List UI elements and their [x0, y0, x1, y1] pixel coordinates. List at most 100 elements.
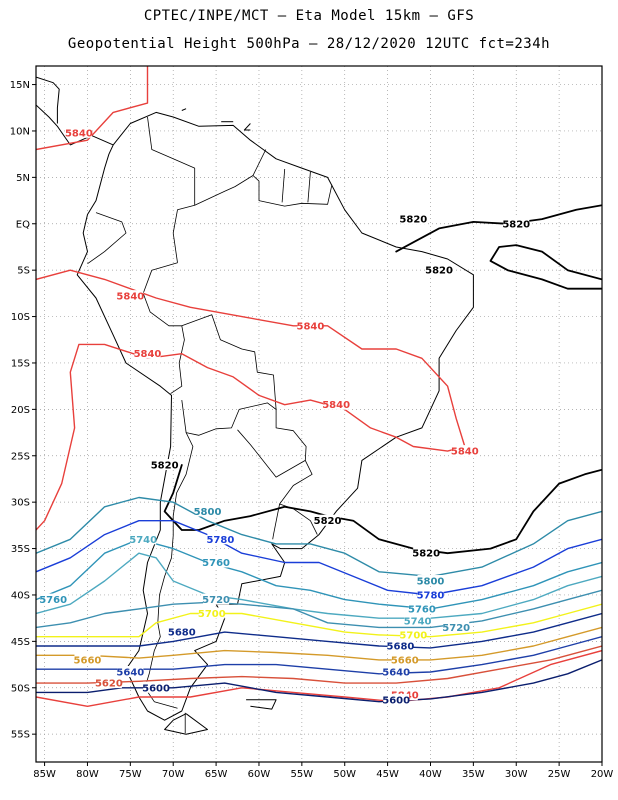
contour-label-backdrop	[417, 575, 444, 587]
lon-tick-label: 55W	[291, 769, 314, 780]
contour-label-5760: 5760	[202, 558, 230, 569]
contour-5720	[36, 589, 602, 629]
country-border	[307, 171, 311, 203]
contour-label-backdrop	[194, 505, 221, 517]
contour-label-5700: 5700	[198, 609, 226, 620]
contour-label-5820: 5820	[399, 215, 427, 226]
lon-tick-label: 40W	[419, 769, 442, 780]
contour-label-5840: 5840	[116, 292, 144, 303]
contour-label-5840: 5840	[134, 349, 162, 360]
contour-label-backdrop	[143, 681, 170, 693]
contour-label-backdrop	[417, 588, 444, 600]
contour-label-backdrop	[400, 213, 427, 225]
contour-label-backdrop	[65, 126, 92, 138]
contour-label-5720: 5720	[442, 623, 470, 634]
lon-tick-label: 50W	[333, 769, 356, 780]
contour-label-5820: 5820	[314, 516, 342, 527]
contour-label-backdrop	[383, 665, 410, 677]
contour-5780	[36, 520, 602, 596]
contour-label-backdrop	[74, 653, 101, 665]
contour-label-backdrop	[503, 217, 530, 229]
contour-label-backdrop	[207, 533, 234, 545]
contour-label-5840: 5840	[322, 400, 350, 411]
contour-label-5780: 5780	[417, 590, 445, 601]
lon-tick-label: 65W	[205, 769, 228, 780]
coastline	[243, 123, 251, 131]
contour-label-5600: 5600	[142, 683, 170, 694]
coastline	[181, 108, 187, 111]
contour-label-5820: 5820	[425, 266, 453, 277]
contour-label-backdrop	[40, 593, 67, 605]
contour-label-backdrop	[198, 607, 225, 619]
contour-label-backdrop	[413, 547, 440, 559]
contour-label-backdrop	[130, 533, 157, 545]
lon-tick-label: 45W	[376, 769, 399, 780]
contour-label-backdrop	[314, 514, 341, 526]
contour-label-5760: 5760	[39, 595, 67, 606]
contour-5740	[36, 552, 602, 619]
contour-label-5840: 5840	[451, 447, 479, 458]
contour-label-5800: 5800	[194, 507, 222, 518]
contour-label-backdrop	[297, 319, 324, 331]
contour-label-backdrop	[323, 398, 350, 410]
lat-tick-label: 20S	[11, 405, 30, 416]
lon-tick-label: 60W	[248, 769, 271, 780]
coastline	[164, 713, 208, 735]
contour-5660	[36, 626, 602, 661]
coastline	[36, 76, 60, 124]
lat-tick-label: 5S	[17, 266, 30, 277]
lat-tick-label: 15N	[10, 80, 30, 91]
contour-label-backdrop	[383, 693, 410, 705]
contour-5800	[36, 496, 602, 578]
lon-tick-label: 20W	[591, 769, 614, 780]
contour-5820	[489, 244, 602, 290]
lon-tick-label: 70W	[162, 769, 185, 780]
contour-label-backdrop	[387, 640, 414, 651]
contour-label-5680: 5680	[387, 642, 415, 653]
coastline	[76, 111, 474, 721]
contour-5820	[395, 204, 602, 253]
contour-label-backdrop	[400, 628, 427, 640]
axis-ticks: 85W 80W 75W 70W 65W 60W 55W 50W 45W 40W 35W 30W 25W 2…	[10, 80, 614, 780]
lat-tick-label: 30S	[11, 498, 30, 509]
coastline	[36, 104, 114, 146]
contour-label-backdrop	[404, 614, 431, 626]
map-title-line-2: Geopotential Height 500hPa – 28/12/2020 …	[67, 36, 551, 52]
contour-label-5800: 5800	[417, 577, 445, 588]
country-border	[237, 409, 307, 478]
contour-label-backdrop	[451, 445, 478, 457]
contour-label-5840: 5840	[65, 128, 93, 139]
contour-5840	[36, 66, 149, 151]
lat-tick-label: 55S	[11, 730, 30, 741]
lat-tick-label: 10N	[10, 126, 30, 137]
contour-label-5680: 5680	[168, 628, 196, 639]
contour-5840	[36, 649, 602, 707]
contour-label-backdrop	[117, 290, 144, 302]
lat-tick-label: 45S	[11, 637, 30, 648]
contour-label-5840: 5840	[297, 321, 325, 332]
contour-label-backdrop	[117, 665, 144, 677]
lat-tick-label: 40S	[11, 590, 30, 601]
map-title-line-1: CPTEC/INPE/MCT – Eta Model 15km – GFS	[143, 8, 475, 24]
lat-tick-label: 25S	[11, 451, 30, 462]
lat-tick-label: 35S	[11, 544, 30, 555]
lon-tick-label: 30W	[505, 769, 528, 780]
lon-tick-label: 75W	[119, 769, 142, 780]
contour-label-5820: 5820	[151, 461, 179, 472]
contour-label-backdrop	[203, 556, 230, 568]
contour-label-backdrop	[151, 459, 178, 471]
lat-tick-label: 5N	[16, 173, 30, 184]
country-border	[87, 212, 127, 265]
lat-tick-label: 10S	[11, 312, 30, 323]
country-border	[142, 262, 185, 394]
lon-tick-label: 35W	[462, 769, 485, 780]
contour-labels: 5840584058405840584058405840582058205820…	[39, 126, 530, 706]
contour-label-backdrop	[134, 347, 161, 359]
contour-label-5660: 5660	[391, 655, 419, 666]
lon-tick-label: 80W	[76, 769, 99, 780]
contour-label-5640: 5640	[116, 667, 144, 678]
contour-label-backdrop	[203, 593, 230, 605]
lon-tick-label: 85W	[33, 769, 56, 780]
contour-5760	[36, 538, 602, 610]
